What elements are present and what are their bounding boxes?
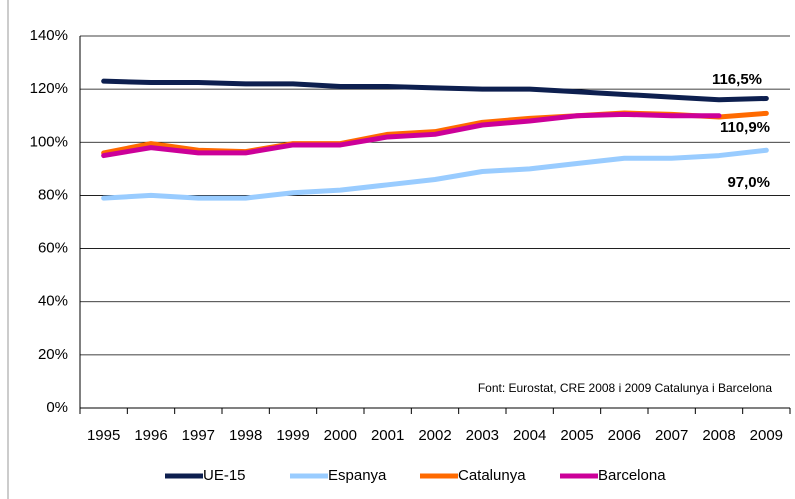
- legend-label: Espanya: [328, 467, 387, 484]
- series-line: [101, 111, 722, 159]
- x-tick-label: 1996: [134, 427, 167, 444]
- x-tick-label: 1998: [229, 427, 262, 444]
- annotation: Font: Eurostat, CRE 2008 i 2009 Cataluny…: [478, 381, 772, 395]
- y-tick-label: 80%: [38, 186, 68, 203]
- legend-label: Catalunya: [458, 467, 526, 484]
- x-tick-label: 2002: [418, 427, 451, 444]
- x-tick-label: 2004: [513, 427, 546, 444]
- y-tick-label: 0%: [46, 399, 68, 416]
- legend-label: Barcelona: [598, 467, 666, 484]
- x-tick-label: 2000: [324, 427, 357, 444]
- x-tick-label: 2008: [702, 427, 735, 444]
- x-tick-label: 2009: [750, 427, 783, 444]
- x-tick-label: 2003: [466, 427, 499, 444]
- x-tick-label: 1999: [276, 427, 309, 444]
- annotation: 110,9%: [720, 119, 770, 136]
- x-tick-label: 2005: [560, 427, 593, 444]
- x-tick-label: 1995: [87, 427, 120, 444]
- y-tick-label: 60%: [38, 240, 68, 257]
- series-line: [101, 147, 769, 201]
- annotation: 97,0%: [727, 174, 770, 191]
- x-tick-label: 2001: [371, 427, 404, 444]
- y-tick-label: 140%: [30, 27, 68, 44]
- y-tick-label: 100%: [30, 133, 68, 150]
- y-tick-label: 40%: [38, 293, 68, 310]
- y-tick-label: 20%: [38, 346, 68, 363]
- x-tick-label: 2006: [608, 427, 641, 444]
- x-tick-label: 1997: [182, 427, 215, 444]
- y-tick-label: 120%: [30, 80, 68, 97]
- x-tick-label: 2007: [655, 427, 688, 444]
- annotation: 116,5%: [712, 71, 762, 88]
- series-line: [101, 78, 769, 103]
- legend-label: UE-15: [203, 467, 246, 484]
